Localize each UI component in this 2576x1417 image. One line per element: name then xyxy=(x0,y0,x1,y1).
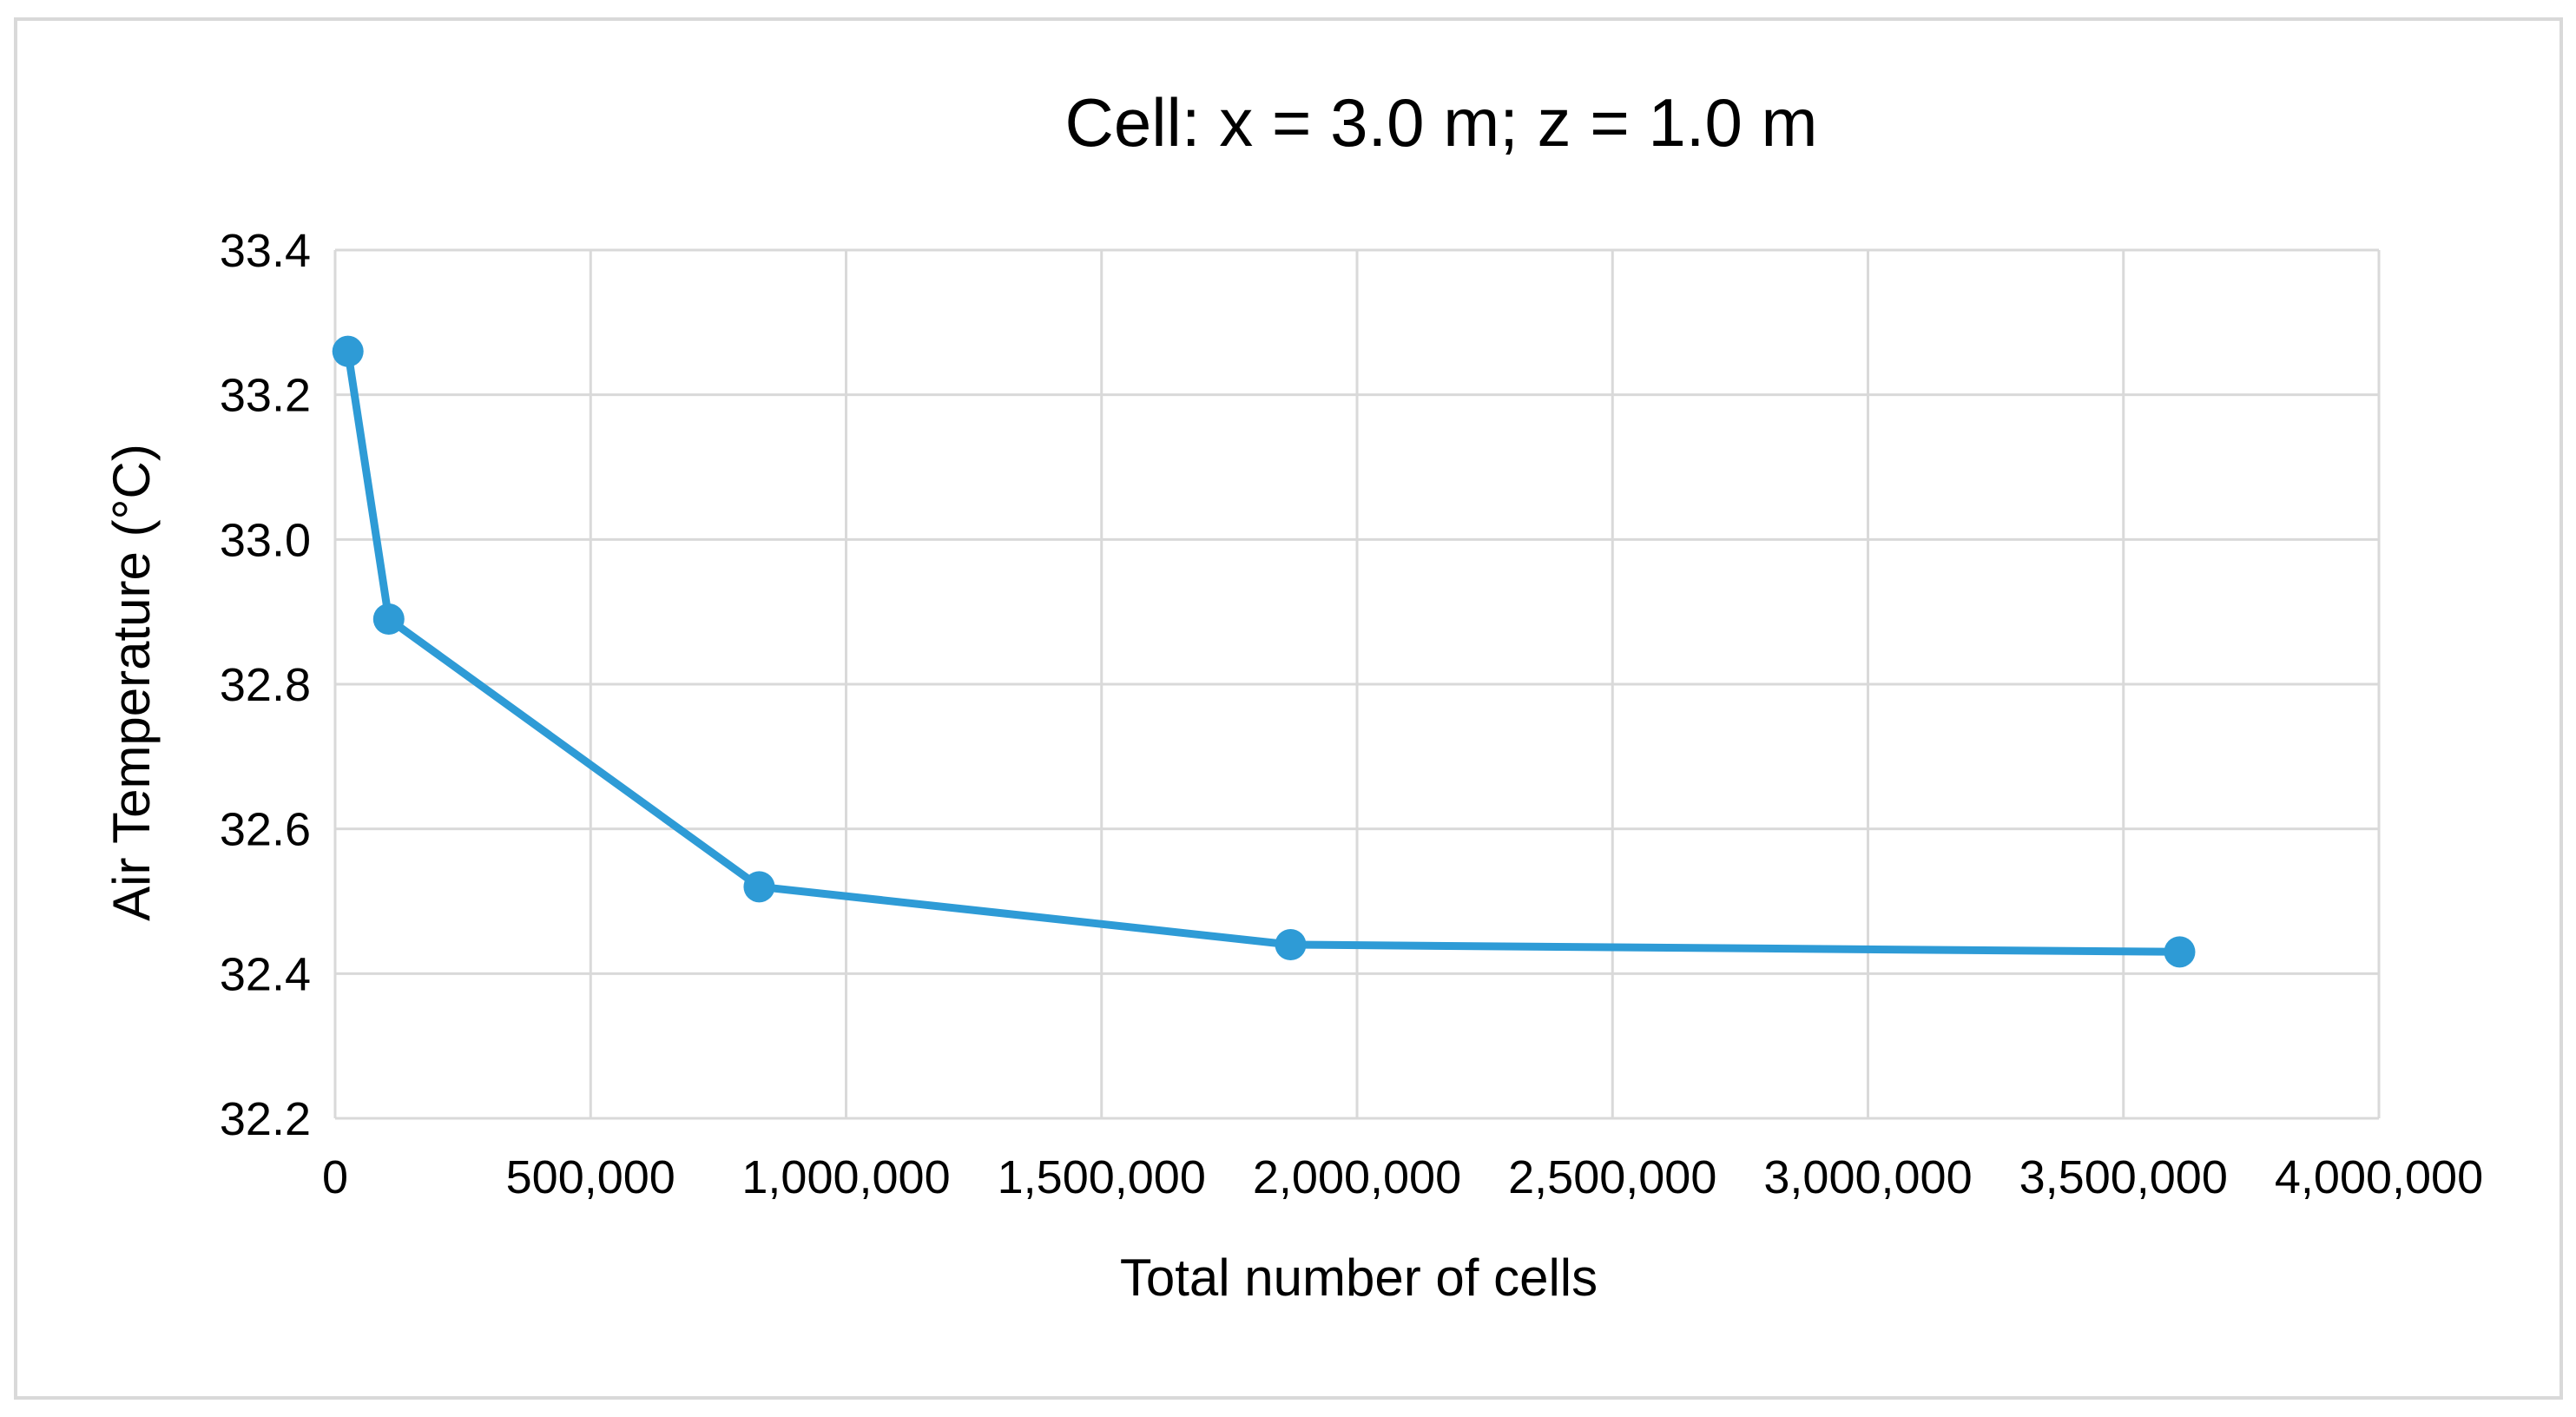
y-tick-label: 32.6 xyxy=(220,804,311,856)
data-point xyxy=(332,335,364,367)
y-tick-label: 32.4 xyxy=(220,948,311,1000)
y-tick-label: 33.2 xyxy=(220,370,311,422)
data-point xyxy=(372,603,405,635)
y-tick-label: 33.4 xyxy=(220,225,311,277)
x-tick-label: 3,000,000 xyxy=(1763,1151,1972,1203)
x-tick-label: 2,500,000 xyxy=(1508,1151,1716,1203)
x-tick-label: 2,000,000 xyxy=(1253,1151,1461,1203)
y-axis-label: Air Temperature (°C) xyxy=(102,444,161,921)
x-tick-label: 1,500,000 xyxy=(998,1151,1206,1203)
data-point xyxy=(2164,936,2196,968)
x-tick-label: 0 xyxy=(322,1151,348,1203)
series-layer xyxy=(332,335,2196,968)
x-tick-label: 4,000,000 xyxy=(2275,1151,2483,1203)
y-tick-label: 32.2 xyxy=(220,1093,311,1145)
x-tick-label: 1,000,000 xyxy=(741,1151,950,1203)
x-axis-label: Total number of cells xyxy=(1120,1249,1598,1307)
y-tick-label: 32.8 xyxy=(220,659,311,711)
gridlines xyxy=(333,248,2381,1120)
tick-labels: 32.2 32.4 32.6 32.8 33.0 33.2 33.4 0 500,000 1,00… xyxy=(220,225,2483,1203)
y-tick-label: 33.0 xyxy=(220,514,311,566)
x-tick-label: 3,500,000 xyxy=(2019,1151,2228,1203)
x-tick-label: 500,000 xyxy=(506,1151,675,1203)
data-point xyxy=(1275,929,1307,960)
chart-title: Cell: x = 3.0 m; z = 1.0 m xyxy=(1065,84,1818,161)
data-point xyxy=(743,871,775,903)
